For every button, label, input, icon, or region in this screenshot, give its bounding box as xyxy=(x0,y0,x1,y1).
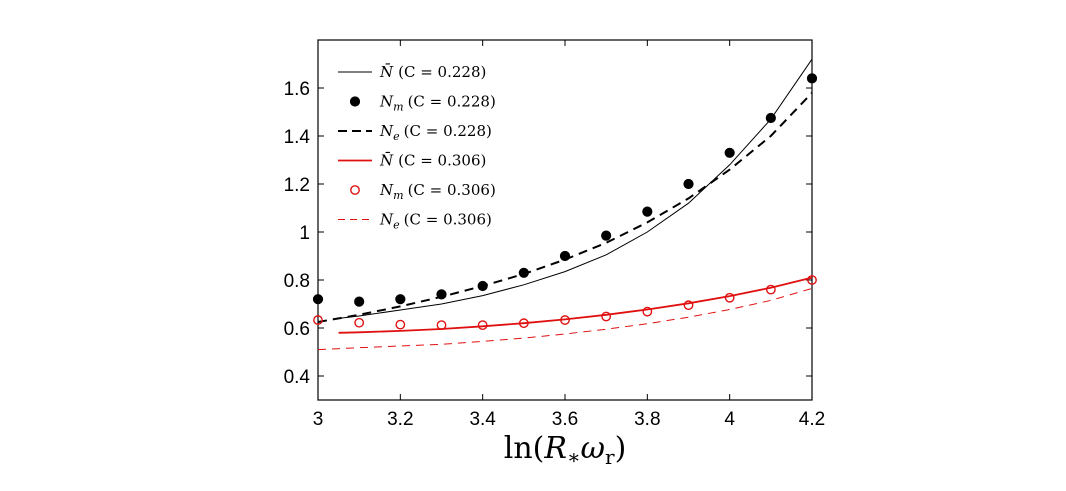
x-tick-label: 4.2 xyxy=(799,409,825,430)
legend-label: Ne (C = 0.306) xyxy=(379,211,492,232)
y-tick-label: 0.4 xyxy=(284,367,311,388)
plot-area xyxy=(317,39,813,401)
legend-label: Nm (C = 0.306) xyxy=(379,181,496,202)
y-tick-label: 1.2 xyxy=(284,175,310,196)
x-tick-label: 3.2 xyxy=(387,409,413,430)
data-point xyxy=(313,315,323,325)
legend-symbol: N xyxy=(379,93,394,111)
x-tick-label: 3 xyxy=(313,409,324,430)
data-point xyxy=(683,178,694,190)
data-point xyxy=(436,320,447,331)
series-line xyxy=(338,276,813,334)
legend: N̄ (C = 0.228)Nm (C = 0.228)Ne (C = 0.228)N… xyxy=(338,63,496,232)
y-tick-label: 1 xyxy=(299,223,310,244)
legend-param: (C = 0.306) xyxy=(408,181,496,199)
data-point xyxy=(312,294,324,305)
x-axis-title: ln(R∗ωr) xyxy=(504,431,627,469)
legend-symbol: N xyxy=(379,211,394,229)
x-tick-label: 3.8 xyxy=(634,409,660,430)
legend-item: N̄ (C = 0.228) xyxy=(338,63,486,81)
y-tick-label: 1.4 xyxy=(284,127,311,148)
legend-subscript: m xyxy=(393,101,403,114)
legend-item: N̄ (C = 0.306) xyxy=(338,152,486,170)
legend-symbol: N̄ xyxy=(379,152,394,170)
legend-param: (C = 0.306) xyxy=(404,211,492,229)
data-point xyxy=(683,300,694,311)
legend-item: Ne (C = 0.228) xyxy=(338,122,492,143)
data-point xyxy=(601,311,612,322)
series-2 xyxy=(312,73,818,307)
data-point xyxy=(724,292,735,303)
legend-param: (C = 0.228) xyxy=(404,122,492,140)
series-3 xyxy=(317,92,813,323)
series-5 xyxy=(313,275,817,331)
legend-param: (C = 0.306) xyxy=(398,152,486,170)
series-line xyxy=(338,58,813,319)
y-tick-label: 0.6 xyxy=(284,319,310,340)
legend-subscript: e xyxy=(393,219,400,232)
data-point xyxy=(477,320,488,331)
x-axis-title-suffix: ) xyxy=(615,431,627,466)
series-layer xyxy=(312,58,818,351)
data-point xyxy=(395,294,406,305)
legend-label: Ne (C = 0.228) xyxy=(379,122,492,143)
legend-param: (C = 0.228) xyxy=(408,93,496,111)
data-point xyxy=(807,275,817,285)
legend-item: Ne (C = 0.306) xyxy=(338,211,492,232)
legend-label: Nm (C = 0.228) xyxy=(379,93,496,114)
x-axis-title-prefix: ln( xyxy=(504,431,545,466)
legend-label: N̄ (C = 0.306) xyxy=(379,152,486,170)
x-axis-title-omega: ω xyxy=(581,431,605,466)
data-point xyxy=(642,306,653,317)
y-tick-label: 1.6 xyxy=(284,79,310,100)
data-point xyxy=(765,112,776,124)
data-point xyxy=(354,296,365,307)
series-1 xyxy=(338,58,813,319)
x-axis-title-sub: r xyxy=(605,445,615,469)
data-point xyxy=(642,206,653,217)
legend-subscript: m xyxy=(393,189,403,202)
legend-param: (C = 0.228) xyxy=(398,63,486,81)
legend-marker-sample xyxy=(349,96,361,107)
series-4 xyxy=(338,276,813,334)
legend-symbol: N xyxy=(379,181,394,199)
data-point xyxy=(806,73,818,84)
data-point xyxy=(518,318,529,329)
legend-item: Nm (C = 0.228) xyxy=(349,93,496,114)
x-tick-label: 3.6 xyxy=(552,409,578,430)
legend-symbol: N xyxy=(379,122,394,140)
x-tick-label: 3.4 xyxy=(469,409,496,430)
legend-label: N̄ (C = 0.228) xyxy=(379,63,486,81)
x-axis: 3 3.2 3.4 3.6 3.8 4 4.2 xyxy=(313,40,825,430)
legend-item: Nm (C = 0.306) xyxy=(350,181,496,202)
x-axis-title-r: R xyxy=(543,431,567,466)
legend-symbol: N̄ xyxy=(379,63,394,81)
legend-subscript: e xyxy=(393,130,400,143)
data-point xyxy=(354,317,365,328)
y-tick-label: 0.8 xyxy=(284,271,310,292)
data-point xyxy=(724,147,735,158)
x-tick-label: 4 xyxy=(724,409,735,430)
x-axis-title-star: ∗ xyxy=(567,445,581,469)
y-axis: 0.4 0.6 0.8 1 1.2 1.4 1.6 xyxy=(284,79,812,388)
data-point xyxy=(601,230,612,241)
data-point xyxy=(560,315,570,325)
legend-marker-sample xyxy=(350,185,360,195)
series-line xyxy=(317,92,813,323)
data-point xyxy=(395,319,406,330)
data-point xyxy=(765,284,776,295)
